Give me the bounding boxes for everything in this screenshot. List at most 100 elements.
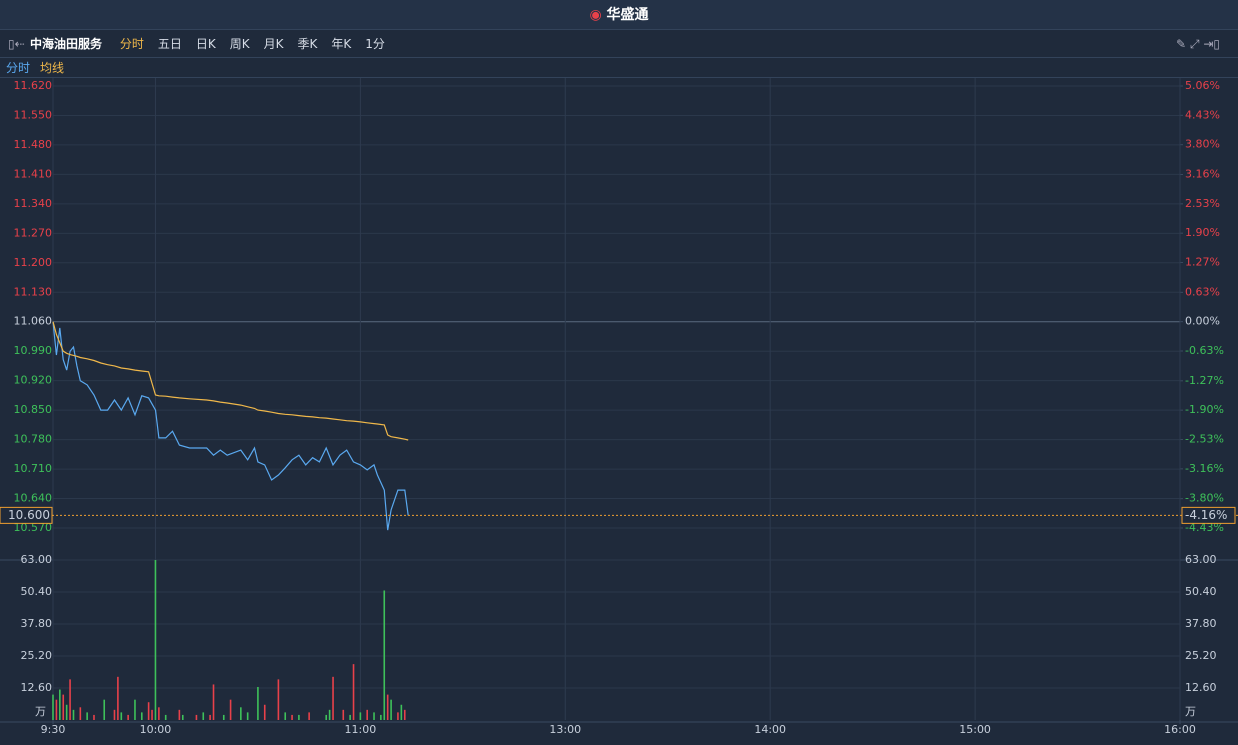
- volume-bar: [164, 714, 167, 720]
- volume-bar: [349, 714, 351, 720]
- volume-bar: [257, 686, 259, 720]
- tab[interactable]: 分时: [119, 37, 144, 51]
- tool-icons[interactable]: ✎ ⤢ ⇥▯: [1176, 37, 1220, 51]
- volume-unit: 万: [1185, 705, 1196, 718]
- tab[interactable]: 季K: [297, 37, 318, 51]
- volume-bar: [120, 712, 123, 720]
- y2-tick-label: -2.53%: [1185, 433, 1224, 446]
- tab[interactable]: 年K: [331, 37, 352, 51]
- volume-bar: [284, 712, 287, 720]
- series-line: [52, 321, 409, 531]
- y2-tick-label: 4.43%: [1185, 108, 1220, 121]
- volume-bar: [178, 709, 181, 720]
- y2-tick-label: 0.63%: [1185, 285, 1220, 298]
- y-tick-label: 10.640: [14, 492, 53, 505]
- y-tick-label: 11.200: [14, 256, 53, 269]
- volume-tick-label: 25.20: [21, 649, 53, 662]
- y-tick-label: 10.990: [14, 344, 53, 357]
- y2-tick-label: 5.06%: [1185, 79, 1220, 92]
- volume-bar: [366, 709, 368, 720]
- volume-bar: [222, 714, 225, 720]
- x-tick-label: 16:00: [1164, 723, 1196, 736]
- y-tick-label: 10.920: [14, 374, 53, 387]
- last-price-box: [0, 506, 53, 524]
- y-tick-label: 10.850: [14, 403, 53, 416]
- volume-tick-label: 12.60: [1185, 681, 1217, 694]
- volume-bar: [147, 702, 150, 720]
- x-tick-label: 10:00: [140, 723, 172, 736]
- volume-bar: [55, 699, 58, 720]
- volume-bar: [263, 704, 266, 720]
- volume-bar: [127, 714, 129, 720]
- y2-tick-label: -1.90%: [1185, 403, 1224, 416]
- volume-bar: [158, 707, 160, 720]
- volume-tick-label: 12.60: [21, 681, 53, 694]
- volume-bar: [380, 714, 382, 720]
- y2-tick-label: 3.16%: [1185, 167, 1220, 180]
- volume-bar: [59, 689, 61, 720]
- volume-bar: [195, 714, 198, 720]
- volume-bar: [298, 714, 300, 720]
- volume-bar: [308, 712, 310, 720]
- volume-bar: [212, 684, 215, 720]
- volume-bar: [86, 712, 88, 720]
- y2-tick-label: 2.53%: [1185, 197, 1220, 210]
- x-tick-label: 14:00: [754, 723, 786, 736]
- volume-bar: [134, 699, 136, 720]
- x-tick-label: 11:00: [345, 723, 377, 736]
- volume-tick-label: 37.80: [1185, 617, 1217, 630]
- y2-tick-label: -1.27%: [1185, 374, 1224, 387]
- y2-tick-label: -3.80%: [1185, 492, 1224, 505]
- volume-bar: [328, 709, 331, 720]
- volume-bar: [386, 694, 389, 720]
- x-tick-label: 13:00: [549, 723, 581, 736]
- volume-bar: [154, 560, 157, 720]
- volume-bar: [383, 590, 386, 720]
- volume-bar: [359, 712, 362, 720]
- tab[interactable]: 日K: [195, 37, 216, 51]
- volume-bar: [113, 709, 116, 720]
- volume-bar: [291, 714, 293, 720]
- y2-tick-label: 1.27%: [1185, 256, 1220, 269]
- volume-bar: [140, 712, 143, 720]
- last-price-label: 10.600: [8, 508, 50, 522]
- y2-tick-label: 0.00%: [1185, 315, 1220, 328]
- volume-bar: [403, 709, 406, 720]
- volume-bar: [373, 712, 375, 720]
- y-tick-label: 11.270: [14, 226, 53, 239]
- volume-bar: [342, 709, 345, 720]
- title-bar: ◉ 华盛通: [0, 0, 1238, 30]
- tab[interactable]: 1分: [365, 37, 385, 51]
- legend: 分时 均线: [0, 58, 1238, 78]
- volume-bar: [277, 679, 280, 720]
- y2-tick-label: -4.43%: [1185, 521, 1224, 534]
- volume-bar: [52, 694, 54, 720]
- volume-bar: [202, 712, 205, 720]
- toolbar: ▯⇠ 中海油田服务 分时 五日 日K 周K 月K 季K 年K 1分 ✎ ⤢ ⇥▯: [0, 31, 1238, 58]
- y-tick-label: 11.060: [14, 315, 53, 328]
- volume-bar: [117, 676, 119, 720]
- y-tick-label: 11.550: [14, 108, 53, 121]
- volume-bar: [79, 707, 82, 720]
- volume-tick-label: 50.40: [1185, 585, 1217, 598]
- tab[interactable]: 五日: [157, 37, 182, 51]
- y-tick-label: 10.780: [14, 433, 53, 446]
- volume-bar: [397, 712, 399, 720]
- stock-name: 中海油田服务: [30, 37, 103, 51]
- y2-tick-label: 3.80%: [1185, 138, 1220, 151]
- y2-tick-label: 1.90%: [1185, 226, 1220, 239]
- legend-entry: 分时: [6, 61, 31, 75]
- volume-unit: 万: [35, 705, 46, 718]
- collapse-icon[interactable]: ▯⇠: [8, 37, 25, 51]
- y2-tick-label: -0.63%: [1185, 344, 1224, 357]
- volume-bar: [62, 694, 65, 720]
- volume-bar: [400, 704, 403, 720]
- tab[interactable]: 周K: [229, 37, 250, 51]
- y-tick-label: 11.340: [14, 197, 53, 210]
- tab[interactable]: 月K: [263, 37, 284, 51]
- y-tick-label: 11.480: [14, 138, 53, 151]
- volume-bar: [352, 664, 355, 720]
- volume-bar: [65, 704, 68, 720]
- tabs: 分时 五日 日K 周K 月K 季K 年K 1分: [120, 37, 399, 51]
